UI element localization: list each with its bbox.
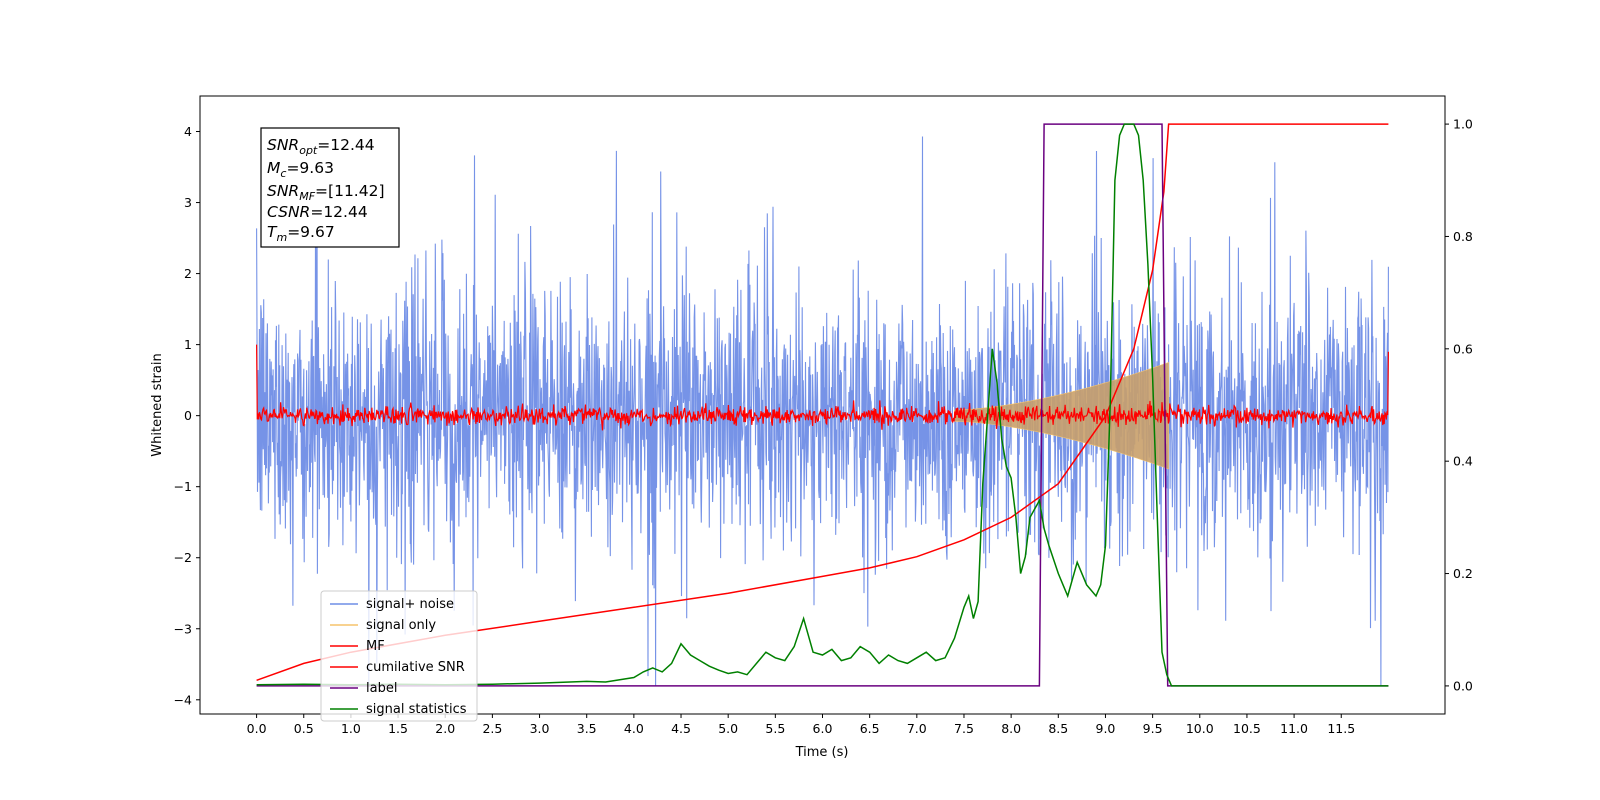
y-tick-label: 1 <box>184 337 192 352</box>
series-mf <box>256 344 1389 431</box>
x-tick-label: 4.5 <box>671 721 691 736</box>
x-axis-label: Time (s) <box>795 745 849 760</box>
y-tick-label: −4 <box>174 692 192 707</box>
x-tick-label: 11.0 <box>1280 721 1308 736</box>
legend-frame <box>320 590 478 722</box>
info-box: SNRopt=12.44 Mc=9.63 SNRMF=[11.42] CSNR=… <box>260 127 400 248</box>
x-tick-label: 1.5 <box>388 721 408 736</box>
y-tick-label: 2 <box>184 266 192 281</box>
y2-tick-label: 0.8 <box>1453 229 1473 244</box>
y2-tick-label: 0.6 <box>1453 341 1473 356</box>
x-tick-label: 9.0 <box>1096 721 1116 736</box>
x-tick-label: 0.5 <box>294 721 314 736</box>
axes-layer: 0.0 0.5 1.0 1.5 2.0 2.5 3.0 3.5 4.0 4.5 5.0 5.5 6.0 6… <box>174 117 1473 736</box>
series-signal-only <box>954 361 1169 470</box>
x-tick-label: 10.0 <box>1186 721 1214 736</box>
y-tick-label: −3 <box>174 621 192 636</box>
x-tick-label: 2.0 <box>435 721 455 736</box>
y2-tick-label: 0.0 <box>1453 678 1473 693</box>
series-signal-noise <box>256 135 1389 686</box>
x-tick-label: 2.5 <box>482 721 502 736</box>
x-tick-label: 10.5 <box>1233 721 1261 736</box>
x-tick-label: 7.5 <box>954 721 974 736</box>
legend-entry-label: label <box>330 681 397 696</box>
legend-label: signal+ noise <box>366 597 454 612</box>
x-tick-label: 5.0 <box>718 721 738 736</box>
series-signal-statistics <box>256 123 1389 687</box>
x-tick-label: 3.5 <box>577 721 597 736</box>
legend-label: signal statistics <box>366 702 467 717</box>
y2-tick-label: 0.4 <box>1453 454 1473 469</box>
legend-label: signal only <box>366 618 436 633</box>
y-tick-label: 3 <box>184 195 192 210</box>
info-csnr: CSNR=12.44 <box>267 203 368 221</box>
legend-entry-mf: MF <box>330 639 385 654</box>
x-tick-label: 4.0 <box>624 721 644 736</box>
y2-tick-label: 0.2 <box>1453 566 1473 581</box>
legend-entry-signal-only: signal only <box>330 618 436 633</box>
info-snr-mf: SNRMF=[11.42] <box>267 182 385 203</box>
y2-tick-label: 1.0 <box>1453 117 1473 132</box>
x-tick-label: 6.5 <box>860 721 880 736</box>
y-axis-label: Whitened strain <box>150 353 165 456</box>
x-tick-label: 8.0 <box>1001 721 1021 736</box>
x-tick-label: 3.0 <box>530 721 550 736</box>
x-tick-label: 8.5 <box>1048 721 1068 736</box>
y-tick-label: −2 <box>174 550 192 565</box>
x-tick-label: 11.5 <box>1327 721 1355 736</box>
legend-entry-signal-statistics: signal statistics <box>330 702 467 717</box>
info-box-frame <box>260 127 400 248</box>
info-tm: Tm=9.67 <box>267 223 335 244</box>
legend-label: MF <box>366 639 385 654</box>
info-mc: Mc=9.63 <box>267 159 334 180</box>
info-snr-opt: SNRopt=12.44 <box>267 136 375 157</box>
x-tick-label: 0.0 <box>247 721 267 736</box>
y-tick-label: 4 <box>184 124 192 139</box>
x-tick-label: 7.0 <box>907 721 927 736</box>
x-tick-label: 9.5 <box>1143 721 1163 736</box>
legend: signal+ noise signal only MF cumilative … <box>320 590 478 722</box>
legend-label: label <box>366 681 397 696</box>
legend-entry-signal-noise: signal+ noise <box>330 597 454 612</box>
legend-label: cumilative SNR <box>366 660 465 675</box>
y-tick-label: 0 <box>184 408 192 423</box>
x-tick-label: 5.5 <box>765 721 785 736</box>
y-tick-label: −1 <box>174 479 192 494</box>
legend-entry-cumulative-snr: cumilative SNR <box>330 660 465 675</box>
x-tick-label: 6.0 <box>813 721 833 736</box>
x-tick-label: 1.0 <box>341 721 361 736</box>
